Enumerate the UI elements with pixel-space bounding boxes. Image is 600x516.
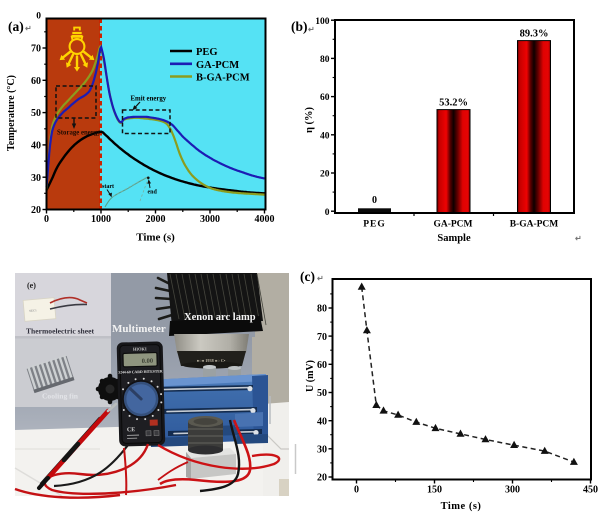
svg-text:300: 300 [505, 485, 520, 496]
svg-text:20: 20 [320, 170, 330, 180]
svg-text:B-GA-PCM: B-GA-PCM [196, 73, 250, 84]
svg-text:80: 80 [317, 304, 327, 315]
svg-text:53.2%: 53.2% [439, 98, 468, 109]
svg-text:Storage energy: Storage energy [57, 130, 101, 137]
svg-text:0: 0 [36, 12, 41, 22]
svg-text:(e): (e) [27, 281, 36, 290]
svg-text:Time (s): Time (s) [136, 232, 175, 244]
svg-text:60: 60 [31, 76, 41, 87]
svg-text:150: 150 [427, 485, 442, 496]
svg-text:70: 70 [31, 44, 41, 55]
svg-text:PEG: PEG [196, 47, 218, 58]
svg-text:70: 70 [317, 332, 327, 343]
svg-text:1000: 1000 [91, 214, 111, 225]
svg-text:start: start [102, 184, 114, 190]
svg-text:(a): (a) [8, 19, 24, 34]
svg-text:4000: 4000 [255, 214, 275, 225]
svg-text:(c): (c) [300, 269, 315, 284]
svg-text:40: 40 [31, 141, 41, 152]
svg-text:PEG: PEG [363, 220, 386, 230]
svg-text:20: 20 [317, 473, 327, 484]
svg-text:GA-PCM: GA-PCM [196, 60, 239, 71]
svg-text:η (%): η (%) [304, 106, 315, 133]
svg-text:GA-PCM: GA-PCM [433, 220, 472, 230]
svg-text:0.00: 0.00 [142, 358, 154, 365]
svg-text:0: 0 [325, 208, 330, 218]
svg-text:●○● 1938 ●○ C•: ●○● 1938 ●○ C• [197, 358, 226, 363]
svg-text:↵: ↵ [25, 24, 32, 33]
svg-text:Emit energy: Emit energy [131, 96, 167, 103]
svg-text:450: 450 [583, 485, 598, 496]
svg-text:end: end [148, 190, 158, 196]
svg-text:B-GA-PCM: B-GA-PCM [510, 220, 559, 230]
svg-text:Time (s): Time (s) [441, 501, 482, 512]
svg-text:30: 30 [31, 173, 41, 184]
svg-text:HIOKI: HIOKI [133, 346, 147, 351]
svg-text:↵: ↵ [308, 25, 315, 34]
svg-text:U (mV): U (mV) [305, 360, 316, 392]
svg-text:Sample: Sample [437, 233, 471, 244]
svg-text:50: 50 [317, 388, 327, 399]
svg-text:3000: 3000 [200, 214, 220, 225]
svg-text:50: 50 [31, 108, 41, 119]
svg-text:100: 100 [315, 17, 330, 27]
svg-text:20: 20 [31, 205, 41, 216]
svg-text:89.3%: 89.3% [520, 29, 549, 40]
svg-text:80: 80 [320, 55, 330, 65]
svg-text:(b): (b) [291, 19, 308, 34]
svg-text:40: 40 [317, 416, 327, 427]
svg-text:Multimeter: Multimeter [112, 323, 166, 335]
svg-text:0: 0 [372, 195, 377, 206]
svg-text:40: 40 [320, 131, 330, 141]
svg-text:↵: ↵ [575, 234, 582, 243]
svg-text:3244-60 CARD HiTESTER: 3244-60 CARD HiTESTER [118, 369, 163, 374]
svg-text:CE: CE [127, 427, 135, 433]
svg-text:30: 30 [317, 444, 327, 455]
svg-text:↵: ↵ [317, 274, 324, 283]
svg-text:Cooling fin: Cooling fin [42, 392, 79, 401]
svg-text:60: 60 [320, 93, 330, 103]
svg-text:Temperature (°C): Temperature (°C) [6, 75, 17, 151]
svg-text:60: 60 [317, 360, 327, 371]
svg-text:0: 0 [354, 485, 359, 496]
svg-text:0: 0 [44, 214, 49, 225]
svg-text:Thermoelectric sheet: Thermoelectric sheet [26, 327, 95, 336]
svg-text:TEC1: TEC1 [29, 308, 37, 313]
svg-text:2000: 2000 [146, 214, 166, 225]
svg-text:Xenon arc lamp: Xenon arc lamp [184, 312, 256, 323]
